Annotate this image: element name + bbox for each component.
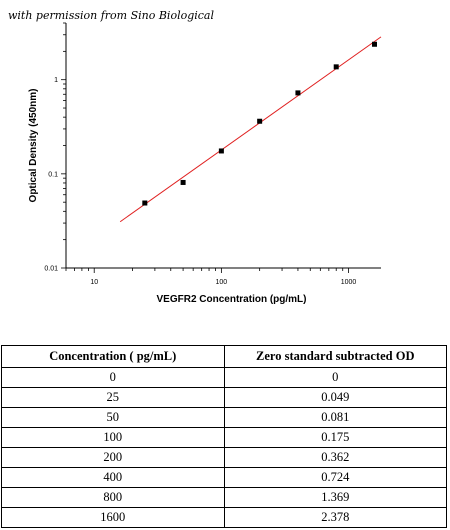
table-row: 800 1.369 [1,487,447,508]
cell-concentration: 800 [1,487,225,508]
table-row: 100 0.175 [1,427,447,448]
cell-od: 0.049 [223,387,447,408]
cell-concentration: 25 [1,387,225,408]
cell-od: 0.724 [223,467,447,488]
y-tick-label: 0.1 [48,171,58,178]
data-point [218,148,224,154]
header-concentration: Concentration ( pg/mL) [1,345,225,368]
cell-od: 0.175 [223,427,447,448]
y-tick-label: 1 [54,77,58,84]
standard-data-table: Concentration ( pg/mL) Zero standard sub… [1,345,447,528]
cell-concentration: 200 [1,447,225,468]
header-od: Zero standard subtracted OD [223,345,447,368]
data-point [371,41,377,47]
table-row: 0 0 [1,367,447,388]
x-tick-label: 1000 [341,279,357,286]
data-point [142,200,148,206]
permission-caption: with permission from Sino Biological [8,9,215,22]
cell-concentration: 50 [1,407,225,428]
standard-curve-chart: 10 100 1000 0.01 0.1 1 VEGFR2 Concentration (p… [28,22,382,305]
table-header-row: Concentration ( pg/mL) Zero standard sub… [1,345,447,368]
x-tick-label: 10 [90,279,98,286]
cell-concentration: 0 [1,367,225,388]
cell-od: 0.362 [223,447,447,468]
data-point [257,118,263,124]
data-point [180,179,186,185]
fit-line [119,36,382,223]
cell-od: 0 [223,367,447,388]
data-point [333,64,339,70]
cell-concentration: 1600 [1,507,225,528]
table-row: 25 0.049 [1,387,447,408]
cell-od: 1.369 [223,487,447,508]
y-axis-title: Optical Density (450nm) [28,89,39,203]
table-row: 1600 2.378 [1,507,447,528]
data-point [295,90,301,96]
cell-od: 2.378 [223,507,447,528]
table-row: 50 0.081 [1,407,447,428]
table-row: 200 0.362 [1,447,447,468]
cell-od: 0.081 [223,407,447,428]
x-axis-title: VEGFR2 Concentration (pg/mL) [157,294,307,305]
y-tick-label: 0.01 [44,266,58,273]
cell-concentration: 100 [1,427,225,448]
table-row: 400 0.724 [1,467,447,488]
cell-concentration: 400 [1,467,225,488]
x-tick-label: 100 [216,279,228,286]
